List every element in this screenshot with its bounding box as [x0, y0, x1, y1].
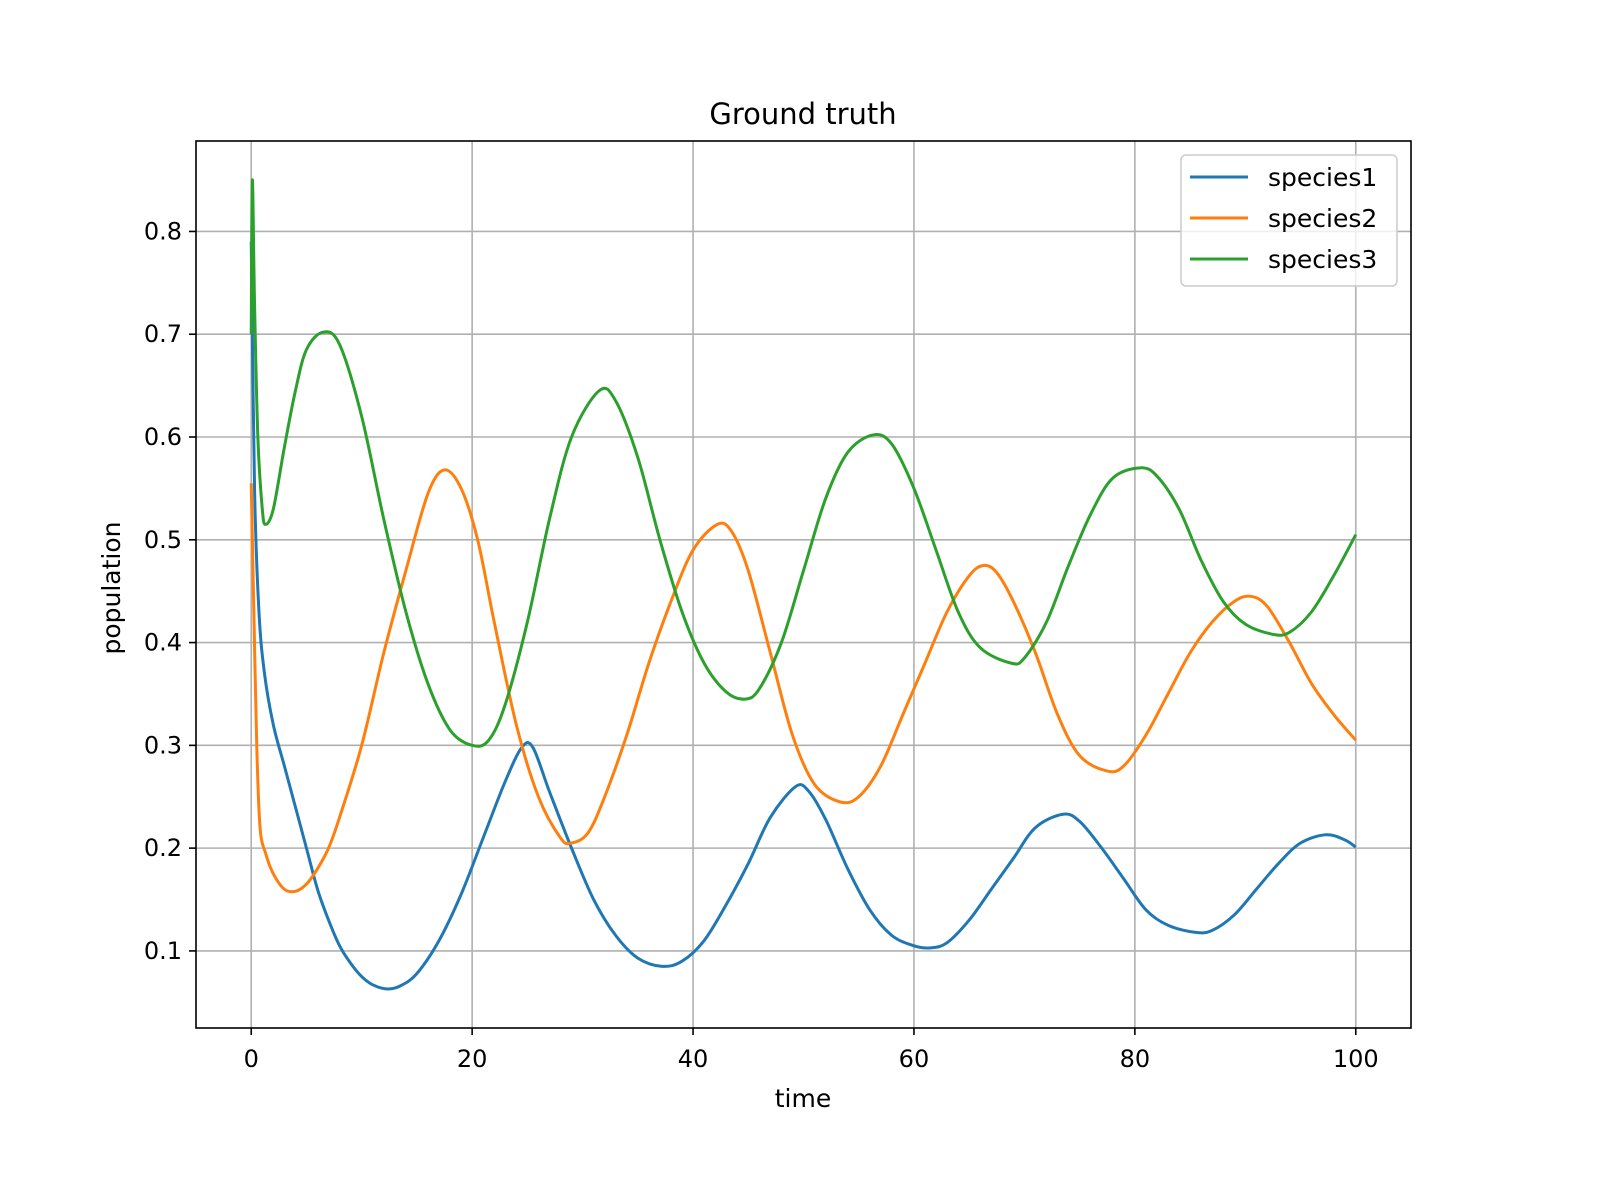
y-tick-label: 0.3: [144, 731, 182, 759]
y-tick-label: 0.5: [144, 526, 182, 554]
x-axis-label: time: [775, 1084, 831, 1113]
legend-label-species1: species1: [1268, 163, 1377, 192]
series-line-species2: [249, 468, 1357, 894]
x-tick-label: 100: [1333, 1045, 1379, 1073]
x-tick-label: 40: [678, 1045, 709, 1073]
x-tick-label: 0: [244, 1045, 259, 1073]
y-tick-label: 0.2: [144, 834, 182, 862]
series-lines: [249, 178, 1358, 991]
y-tick-label: 0.6: [144, 423, 182, 451]
x-tick-label: 20: [457, 1045, 488, 1073]
legend-box: [1180, 154, 1398, 287]
legend: species1 species2 species3: [1180, 154, 1398, 287]
series-line-species1: [249, 241, 1357, 991]
plot-frame: [195, 140, 1412, 1029]
chart-title: Ground truth: [709, 97, 896, 131]
y-axis-label: population: [97, 521, 126, 654]
legend-label-species2: species2: [1268, 204, 1377, 233]
grid-lines: [196, 141, 1411, 1028]
legend-label-species3: species3: [1268, 245, 1377, 274]
y-tick-label: 0.7: [144, 320, 182, 348]
y-tick-label: 0.4: [144, 629, 182, 657]
y-tick-label: 0.1: [144, 937, 182, 965]
y-tick-label: 0.8: [144, 217, 182, 245]
x-tick-label: 60: [899, 1045, 930, 1073]
x-tick-label: 80: [1120, 1045, 1151, 1073]
axis-ticks: 0 20 40 60 80 100 0.1 0.2 0.3 0.4 0.5 0.6 0.7 0.8: [144, 217, 1379, 1073]
series-line-species3: [249, 178, 1358, 748]
